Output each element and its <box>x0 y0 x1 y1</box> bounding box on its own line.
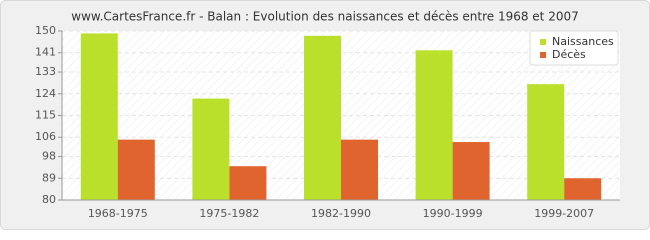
y-tick-label: 124 <box>35 87 56 100</box>
legend-label: Naissances <box>552 35 614 48</box>
y-tick-label: 106 <box>35 130 56 143</box>
bar <box>80 33 118 200</box>
y-tick-label: 141 <box>35 46 56 59</box>
legend-swatch <box>540 39 546 45</box>
y-tick-label: 133 <box>35 65 56 78</box>
x-tick-label: 1999-2007 <box>534 207 594 220</box>
y-tick-label: 80 <box>42 193 56 206</box>
bar <box>341 139 378 200</box>
x-tick-label: 1968-1975 <box>88 207 148 220</box>
y-tick-label: 115 <box>35 109 56 122</box>
legend-swatch <box>540 52 546 58</box>
x-tick-label: 1982-1990 <box>311 207 371 220</box>
x-tick-label: 1975-1982 <box>199 207 259 220</box>
bar <box>117 139 155 200</box>
bar <box>304 35 341 201</box>
legend-label: Décès <box>552 48 586 61</box>
bar <box>415 50 453 200</box>
y-tick-label: 150 <box>35 24 56 37</box>
chart: www.CartesFrance.fr - Balan : Evolution … <box>0 0 650 230</box>
bar <box>452 142 490 200</box>
legend-box <box>529 30 619 66</box>
bar <box>229 166 267 200</box>
bar <box>192 98 230 200</box>
bar <box>564 178 602 200</box>
y-tick-label: 98 <box>42 150 56 163</box>
y-tick-label: 89 <box>42 171 56 184</box>
bar <box>527 84 565 200</box>
x-tick-label: 1990-1999 <box>423 207 483 220</box>
chart-title: www.CartesFrance.fr - Balan : Evolution … <box>71 10 579 24</box>
